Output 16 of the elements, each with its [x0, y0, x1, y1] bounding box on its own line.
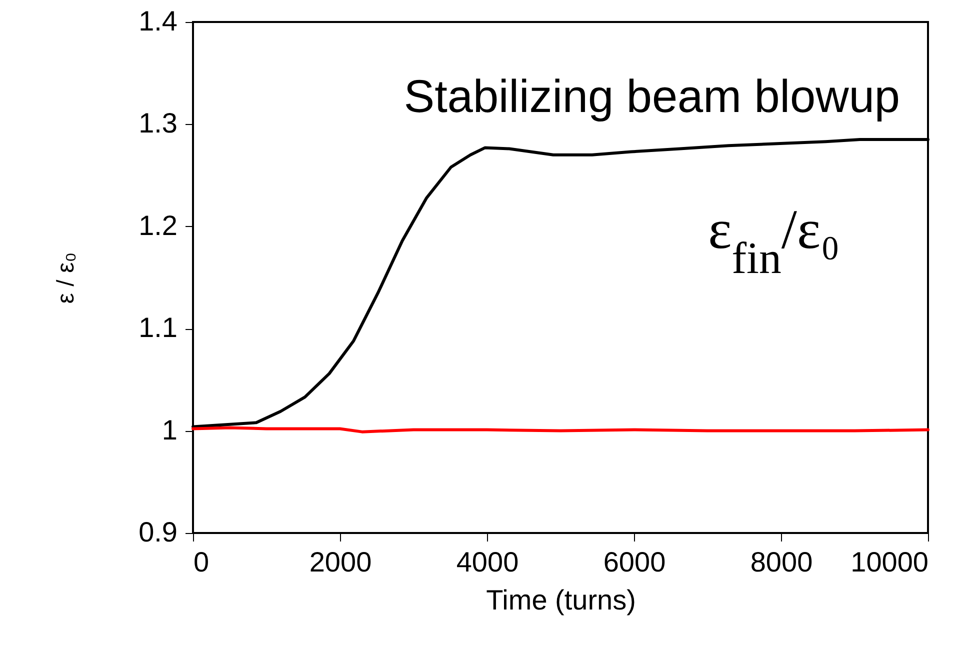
y-tick-label: 1.1	[138, 312, 178, 344]
y-tick-label: 1.3	[138, 108, 178, 139]
y-tick-label: 1	[162, 414, 178, 446]
y-tick-label: 1.2	[138, 210, 178, 241]
annotation: ε$_{fin}$/ε₀	[708, 199, 840, 283]
y-tick-label: 0.9	[138, 516, 178, 548]
x-tick-label: 4000	[456, 546, 519, 578]
y-tick-label: 1.4	[138, 6, 178, 36]
x-tick-label: 6000	[603, 546, 666, 578]
x-axis-title: Time (turns)	[486, 584, 636, 616]
x-tick-label: 2000	[309, 546, 372, 578]
x-tick-label: 10000	[850, 546, 928, 578]
annotation: Stabilizing beam blowup	[404, 70, 900, 122]
y-axis-title: ε / ε₀	[52, 252, 80, 304]
x-tick-label: 0	[194, 546, 210, 578]
x-tick-label: 8000	[750, 546, 813, 578]
